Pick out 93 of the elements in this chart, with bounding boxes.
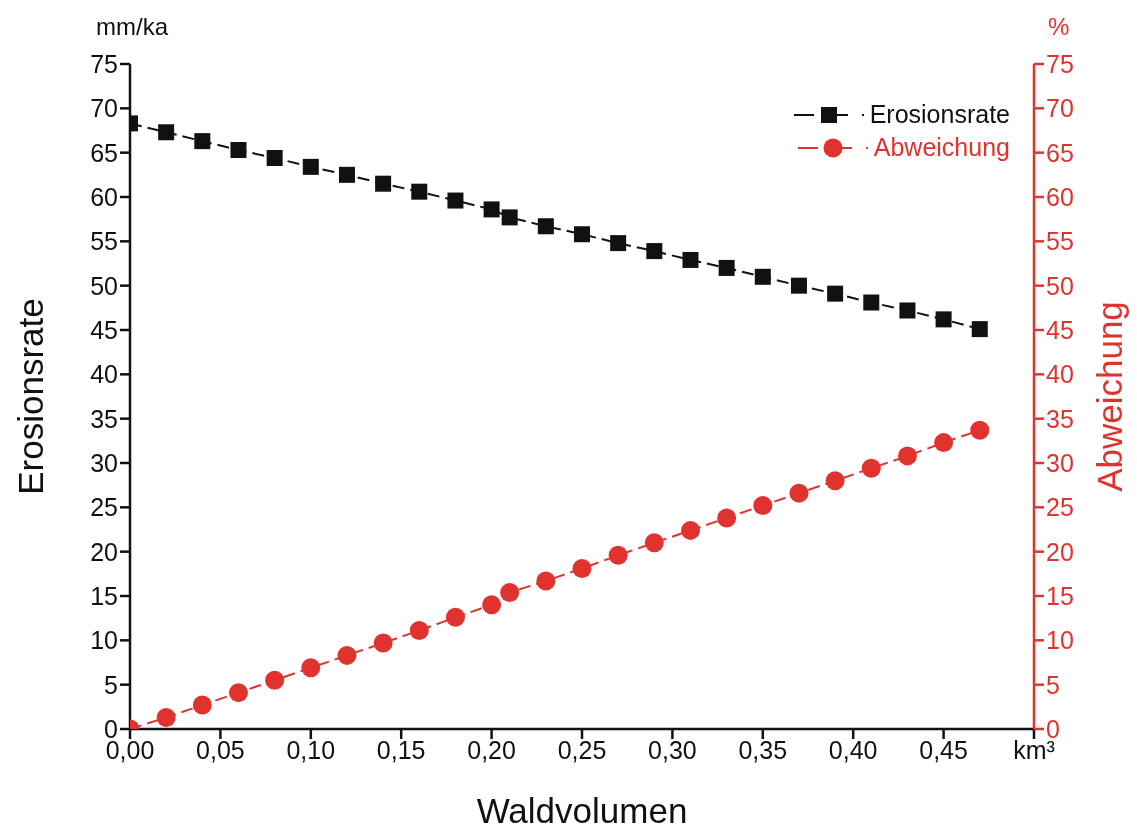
legend-label: Erosionsrate [869, 100, 1010, 129]
y2-tick-label: 65 [1046, 138, 1074, 167]
point [230, 142, 247, 159]
y-tick-label: 20 [90, 537, 118, 566]
y-tick-label: 40 [90, 360, 118, 389]
point [861, 458, 881, 478]
point [717, 508, 737, 528]
point [338, 166, 355, 183]
y2-tick-label: 30 [1046, 448, 1074, 477]
text: % [1048, 13, 1070, 41]
y2-tick-label: 60 [1046, 182, 1074, 211]
y-tick-label: 10 [90, 626, 118, 655]
point [827, 285, 844, 302]
point [574, 226, 590, 243]
y-tick-label: 45 [90, 315, 118, 344]
point [411, 183, 428, 200]
y2-tick-label: 5 [1046, 670, 1060, 699]
y2-tick-label: 35 [1046, 404, 1074, 433]
point [754, 268, 771, 285]
x-tick-label: 0,30 [648, 735, 697, 764]
point [863, 294, 880, 311]
x-tick-label: 0,15 [376, 735, 426, 764]
y-tick-label: 5 [104, 670, 118, 699]
point [265, 670, 285, 690]
point [445, 607, 465, 627]
point [301, 658, 321, 678]
point [680, 520, 700, 540]
point [373, 633, 393, 653]
point [302, 158, 319, 175]
point [409, 621, 429, 641]
point [501, 209, 518, 226]
point [192, 695, 212, 715]
point [266, 149, 283, 166]
y-tick-label: 70 [90, 94, 118, 123]
y2-tick-label: 10 [1046, 626, 1074, 655]
point [970, 420, 990, 440]
point [156, 707, 176, 727]
x-tick-label: 0,45 [919, 735, 968, 764]
point [610, 235, 627, 252]
legend-label: Abweichung [873, 133, 1010, 162]
point [897, 446, 917, 466]
y2-tick-label: 70 [1046, 94, 1074, 123]
y-tick-label: 65 [90, 138, 118, 167]
point [899, 302, 916, 319]
point [718, 259, 735, 276]
y2-tick-label: 20 [1046, 537, 1074, 566]
point [790, 277, 807, 294]
y-tick-label: 30 [90, 448, 118, 477]
point [644, 533, 664, 553]
point [337, 645, 357, 665]
y-tick-label: 35 [90, 404, 118, 433]
text: mm/ka [96, 13, 168, 41]
x-tick-label: 0,40 [828, 735, 878, 764]
x-tick-label: 0,05 [196, 735, 245, 764]
point [935, 311, 952, 328]
point [789, 483, 809, 503]
point [483, 201, 500, 218]
x-tick-label: 0,35 [738, 735, 788, 764]
point [536, 571, 556, 591]
point [608, 545, 628, 565]
point [482, 595, 502, 615]
point [500, 582, 520, 602]
y-tick-label: 15 [90, 581, 118, 610]
point [934, 433, 954, 453]
point [228, 683, 248, 703]
point [646, 243, 663, 260]
y2-tick-label: 50 [1046, 271, 1074, 300]
point [447, 192, 464, 209]
y2-tick-label: 55 [1046, 227, 1074, 256]
point [537, 218, 554, 235]
point [971, 321, 988, 338]
y2-tick-label: 45 [1046, 315, 1074, 344]
y-tick-label: 25 [90, 493, 118, 522]
y-axis-title: Erosionsrate [11, 298, 51, 495]
point [682, 251, 699, 268]
y2-tick-label: 40 [1046, 360, 1074, 389]
y-tick-label: 75 [90, 49, 118, 78]
point [825, 471, 845, 491]
y2-tick-label: 25 [1046, 493, 1074, 522]
point [194, 133, 211, 150]
y-tick-label: 55 [90, 227, 118, 256]
x-tick-label: 0,10 [286, 735, 336, 764]
point [572, 559, 592, 579]
point [753, 496, 773, 516]
point [375, 175, 392, 192]
point [158, 124, 175, 141]
y-tick-label: 60 [90, 182, 118, 211]
y-tick-label: 50 [90, 271, 118, 300]
x-tick-label: 0,20 [467, 735, 516, 764]
y2-tick-label: 75 [1046, 49, 1074, 78]
y2-tick-label: 15 [1046, 581, 1074, 610]
x-axis-title: Waldvolumen [476, 791, 688, 830]
x-tick-label: 0,25 [557, 735, 607, 764]
